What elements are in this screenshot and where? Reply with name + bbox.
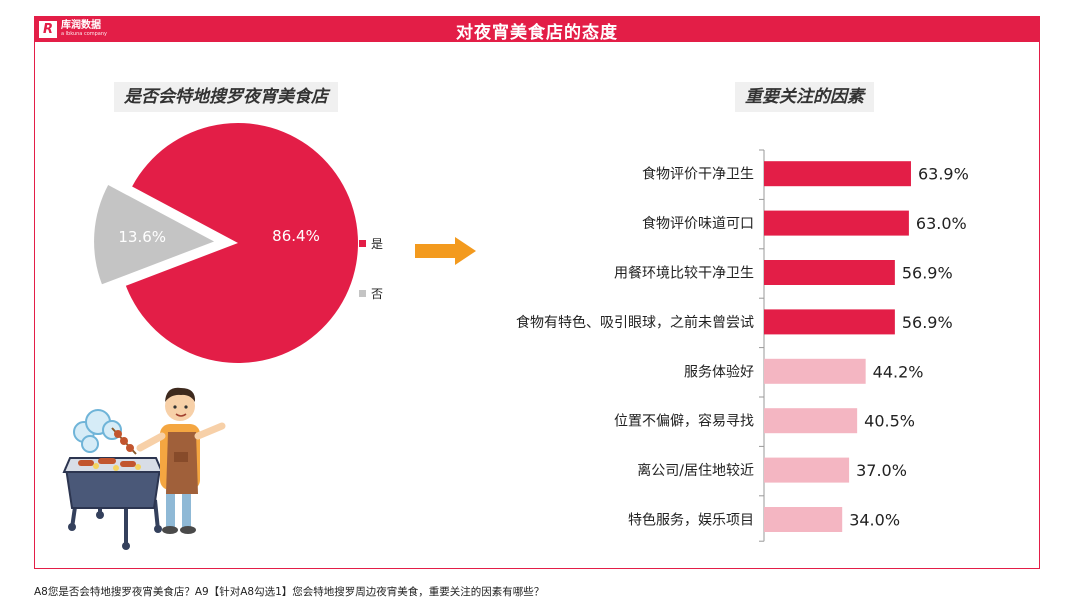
bar-chart-title: 重要关注的因素	[735, 82, 874, 112]
pie-chart-title: 是否会特地搜罗夜宵美食店	[114, 82, 338, 112]
logo-name: 库润数据	[61, 20, 101, 31]
header-bar: R 库润数据 a lbkuna company 对夜宵美食店的态度	[34, 16, 1040, 43]
logo-tagline: a lbkuna company	[61, 31, 107, 37]
footnote: A8您是否会特地搜罗夜宵美食店？A9【针对A8勾选1】您会特地搜罗周边夜宵美食，…	[34, 586, 545, 598]
logo-mark: R	[39, 20, 57, 38]
brand-logo: R 库润数据 a lbkuna company	[39, 19, 107, 39]
page-title: 对夜宵美食店的态度	[456, 23, 618, 43]
